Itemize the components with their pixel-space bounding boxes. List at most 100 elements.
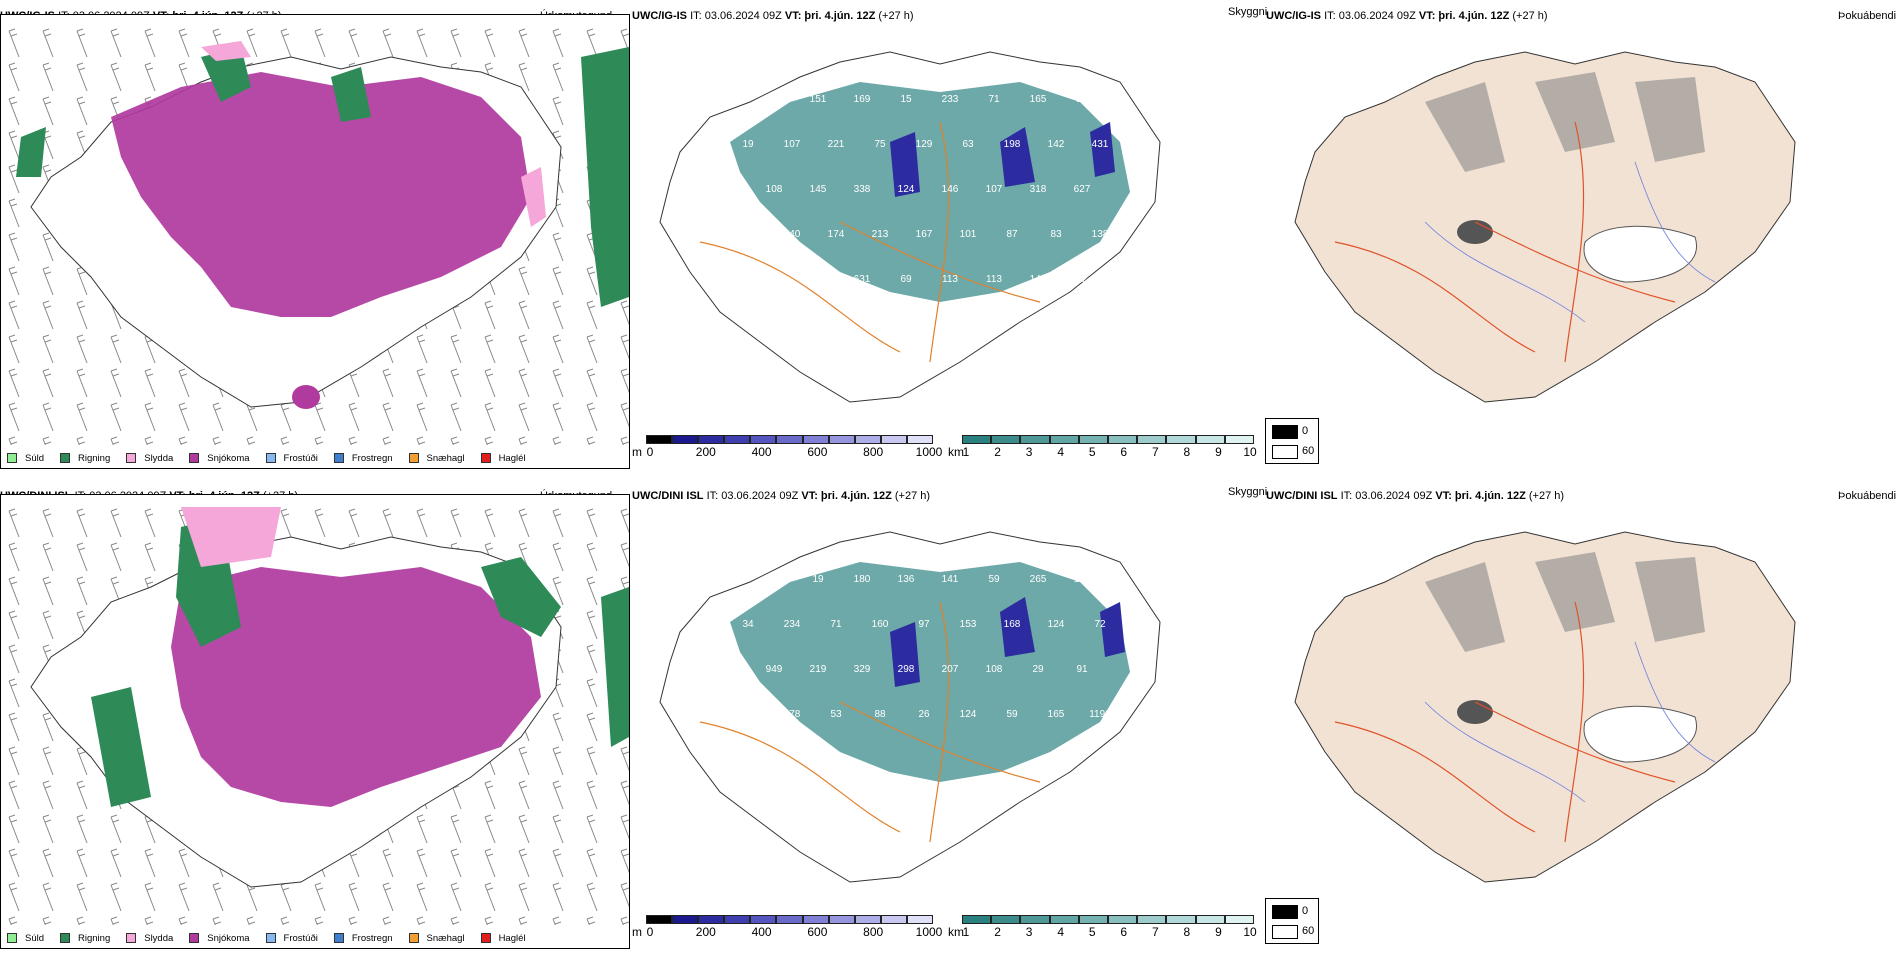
panel-header-visibility: UWC/IG-IS IT: 03.06.2024 09Z VT: þri. 4.… (632, 10, 914, 22)
spot-value: 107 (986, 184, 1003, 195)
panel-title-visibility: Skyggni (1228, 6, 1268, 18)
spot-value: 26 (918, 709, 930, 720)
precip-legend-swatch (408, 453, 419, 463)
spot-value: 840 (784, 229, 801, 240)
colorbar-segment (698, 435, 725, 444)
spot-value: 157 (740, 709, 757, 720)
precip-legend-label: Frostregn (351, 452, 393, 464)
spot-value: 59 (988, 574, 1000, 585)
spot-value: 210 (810, 274, 827, 285)
panel-header-fog: UWC/IG-IS IT: 03.06.2024 09Z VT: þri. 4.… (1266, 10, 1548, 22)
forecast-row-dini-isl: UWC/DINI ISL IT: 03.06.2024 09Z VT: þri.… (0, 486, 1900, 960)
init-time: IT: 03.06.2024 09Z (1340, 490, 1433, 502)
colorbar-tick: 1 (962, 925, 970, 939)
precip-legend-item: Slydda (126, 933, 173, 944)
colorbar-segment (880, 435, 907, 444)
valid-time: VT: þri. 4.jún. 12Z (784, 10, 876, 22)
colorbar-tick: 10 (1243, 445, 1257, 459)
fog-legend-light-label: 60 (1302, 445, 1315, 457)
spot-value: 65 (742, 319, 754, 330)
spot-value: 124 (960, 709, 977, 720)
spot-value: 108 (986, 664, 1003, 675)
colorbar-tick: 400 (751, 445, 772, 459)
valid-time: VT: þri. 4.jún. 12Z (1435, 490, 1526, 502)
spot-value: 142 (1048, 139, 1065, 150)
spot-value: 146 (942, 184, 959, 195)
precip-legend-item: Rigning (60, 933, 110, 944)
spot-value: 180 (854, 574, 871, 585)
colorbar-segment (1078, 435, 1108, 444)
colorbar-tick: 2 (994, 445, 1001, 459)
colorbar-segment (672, 915, 699, 924)
model-label: UWC/DINI ISL (1266, 490, 1338, 502)
precip-legend-label: Snjókoma (207, 932, 250, 944)
lead-time: (+27 h) (894, 490, 931, 502)
colorbar-segment (1166, 915, 1196, 924)
colorbar-segment (646, 915, 673, 924)
colorbar-tick: 4 (1057, 925, 1064, 939)
precip-legend: Súld Rigning Slydda Snjókoma Frostúði Frostre… (7, 449, 542, 467)
spot-value: 15 (900, 94, 912, 105)
colorbar-segment (854, 435, 881, 444)
colorbar-unit: m (632, 445, 642, 459)
colorbar-tick: 200 (695, 445, 716, 459)
colorbar-segment (1224, 915, 1254, 924)
spot-value: 146 (766, 754, 783, 765)
precip-legend-label: Frostregn (351, 932, 393, 944)
spot-value: 276 (810, 754, 827, 765)
colorbar-segment (776, 915, 803, 924)
fog-legend: 0 60 (1265, 418, 1319, 464)
roads (699, 121, 1041, 363)
spot-value: 75 (874, 139, 886, 150)
spot-value: 129 (916, 139, 933, 150)
colorbar-tick: 6 (1120, 925, 1128, 939)
precip-legend-label: Frostúði (283, 932, 318, 944)
valid-time: VT: þri. 4.jún. 12Z (1418, 10, 1510, 22)
colorbar-tick: 5 (1088, 445, 1096, 459)
low-ceiling-area (890, 597, 1125, 687)
precip-legend-swatch (60, 453, 71, 463)
lead-time: (+27 h) (1512, 10, 1548, 22)
colorbar-segment (698, 915, 725, 924)
colorbar-segment (1108, 915, 1138, 924)
colorbar-unit: km (948, 445, 964, 459)
spot-value: 298 (898, 664, 915, 675)
precip-legend-swatch (126, 453, 137, 463)
fog-dark (1457, 220, 1493, 244)
spot-value: 124 (898, 184, 915, 195)
precip-legend-label: Frostúði (283, 452, 318, 464)
fog-legend-light-label: 60 (1302, 925, 1315, 937)
colorbar-segment (750, 915, 777, 924)
forecast-row-ig-is: UWC/IG-IS IT: 03.06.2024 09Z VT: þri. 4.… (0, 6, 1900, 480)
precip-legend-swatch (480, 933, 491, 943)
colorbar-unit: m (632, 925, 642, 939)
rivers (1424, 161, 1716, 323)
colorbar-tick: 0 (646, 925, 654, 939)
precip-legend-label: Snæhagl (426, 932, 465, 944)
spot-values: 94 30 19 180 136 141 59 265 190 34 234 71 160 97 153 16… (722, 574, 1112, 765)
precip-type-panel: Súld Rigning Slydda Snjókoma Frostúði Frostre… (0, 494, 630, 949)
colorbar-segment (828, 435, 855, 444)
precip-legend-label: Súld (25, 452, 45, 464)
precip-legend-label: Haglél (498, 932, 526, 944)
precip-legend-label: Snæhagl (426, 452, 465, 464)
fog-legend-light-swatch (1272, 445, 1298, 459)
snow-area (171, 567, 541, 807)
colorbar-segment (828, 915, 855, 924)
colorbar-segment (962, 915, 992, 924)
colorbar-segment (776, 435, 803, 444)
spot-value: 71 (988, 94, 1000, 105)
spot-value: 88 (874, 709, 886, 720)
spot-value: 213 (872, 229, 889, 240)
spot-value: 153 (960, 619, 977, 630)
spot-value: 30 (768, 574, 780, 585)
spot-value: 107 (784, 139, 801, 150)
roads (1334, 601, 1676, 843)
colorbar-segment (1049, 915, 1079, 924)
colorbar-tick: 1000 (915, 925, 943, 939)
precip-legend-item: Súld (7, 453, 44, 464)
spot-value: 11 (725, 184, 736, 195)
spot-value: 221 (828, 139, 845, 150)
snow-spot (292, 385, 320, 409)
